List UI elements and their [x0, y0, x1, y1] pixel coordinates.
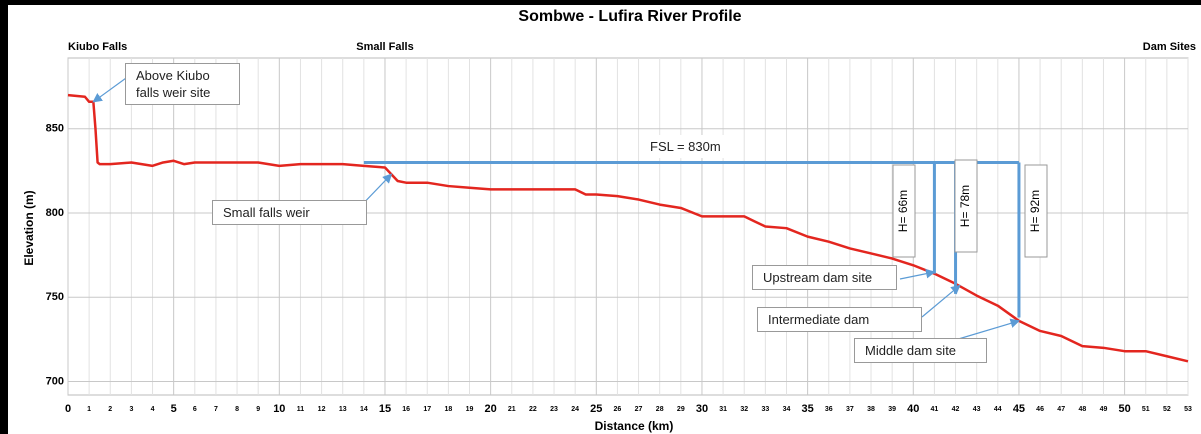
x-tick-label: 26 — [614, 406, 622, 413]
x-tick-label: 36 — [825, 406, 833, 413]
dam-label: H= 66m — [896, 190, 910, 232]
x-tick-label: 44 — [994, 406, 1002, 413]
chart: Sombwe - Lufira River Profile Distance (… — [22, 8, 1196, 433]
top-label: Dam Sites — [1143, 41, 1196, 53]
x-tick-label: 6 — [193, 406, 197, 413]
x-tick-label: 42 — [952, 406, 960, 413]
dam-label: H= 92m — [1028, 190, 1042, 232]
x-tick-label: 50 — [1118, 403, 1130, 415]
x-tick-label: 51 — [1142, 406, 1150, 413]
dam-label-box — [892, 164, 916, 258]
x-tick-label: 16 — [402, 406, 410, 413]
y-tick-label: 800 — [46, 207, 64, 219]
x-tick-label: 20 — [485, 403, 497, 415]
x-tick-label: 18 — [444, 406, 452, 413]
chart-title: Sombwe - Lufira River Profile — [518, 8, 741, 25]
x-tick-label: 4 — [151, 406, 155, 413]
top-label: Small Falls — [356, 41, 413, 53]
dam-label-box — [1024, 164, 1048, 258]
x-tick-label: 9 — [256, 406, 260, 413]
x-tick-label: 15 — [379, 403, 391, 415]
x-tick-label: 37 — [846, 406, 854, 413]
x-tick-label: 5 — [171, 403, 177, 415]
x-tick-label: 0 — [65, 403, 71, 415]
x-tick-label: 21 — [508, 406, 516, 413]
x-tick-label: 14 — [360, 406, 368, 413]
page: Sombwe - Lufira River Profile Distance (… — [8, 5, 1201, 434]
annotation: Upstream dam site — [752, 265, 897, 290]
x-tick-label: 29 — [677, 406, 685, 413]
x-tick-label: 13 — [339, 406, 347, 413]
x-tick-label: 41 — [931, 406, 939, 413]
x-tick-label: 24 — [571, 406, 579, 413]
x-tick-label: 28 — [656, 406, 664, 413]
x-tick-label: 39 — [888, 406, 896, 413]
profile-line — [67, 93, 1189, 363]
dam-label: H= 78m — [958, 185, 972, 227]
x-tick-label: 27 — [635, 406, 643, 413]
annotation: Small falls weir — [212, 200, 367, 225]
x-tick-label: 7 — [214, 406, 218, 413]
x-tick-label: 12 — [318, 406, 326, 413]
annotation: Middle dam site — [854, 338, 987, 363]
x-tick-label: 34 — [783, 406, 791, 413]
annotation: Intermediate dam — [757, 307, 922, 332]
annotation-arrow — [899, 268, 936, 280]
x-tick-label: 38 — [867, 406, 875, 413]
annotation-arrow — [921, 284, 961, 318]
x-tick-label: 11 — [297, 406, 305, 413]
x-tick-label: 35 — [801, 403, 813, 415]
y-axis-label: Elevation (m) — [22, 190, 36, 265]
x-tick-label: 10 — [273, 403, 285, 415]
x-tick-label: 30 — [696, 403, 708, 415]
annotation: Above Kiubo falls weir site — [125, 63, 240, 105]
x-tick-label: 40 — [907, 403, 919, 415]
x-tick-label: 43 — [973, 406, 981, 413]
x-tick-label: 2 — [108, 406, 112, 413]
plot-area — [67, 57, 1189, 396]
x-tick-label: 32 — [740, 406, 748, 413]
x-tick-label: 52 — [1163, 406, 1171, 413]
x-tick-label: 31 — [719, 406, 727, 413]
x-tick-label: 17 — [423, 406, 431, 413]
dam-label-box — [954, 159, 978, 253]
x-tick-label: 8 — [235, 406, 239, 413]
x-tick-label: 49 — [1100, 406, 1108, 413]
x-tick-label: 46 — [1036, 406, 1044, 413]
x-tick-label: 22 — [529, 406, 537, 413]
x-tick-label: 45 — [1013, 403, 1025, 415]
x-tick-label: 47 — [1057, 406, 1065, 413]
x-tick-label: 3 — [129, 406, 133, 413]
x-tick-label: 19 — [466, 406, 474, 413]
y-tick-label: 750 — [46, 291, 64, 303]
x-tick-label: 23 — [550, 406, 558, 413]
x-axis-label: Distance (km) — [595, 419, 674, 433]
y-tick-label: 700 — [46, 375, 64, 387]
x-tick-label: 53 — [1184, 406, 1192, 413]
x-tick-label: 48 — [1078, 406, 1086, 413]
y-tick-label: 850 — [46, 123, 64, 135]
x-tick-label: 33 — [761, 406, 769, 413]
x-tick-label: 1 — [87, 406, 91, 413]
fsl-label: FSL = 830m — [640, 135, 736, 158]
x-tick-label: 25 — [590, 403, 602, 415]
top-label: Kiubo Falls — [68, 41, 127, 53]
